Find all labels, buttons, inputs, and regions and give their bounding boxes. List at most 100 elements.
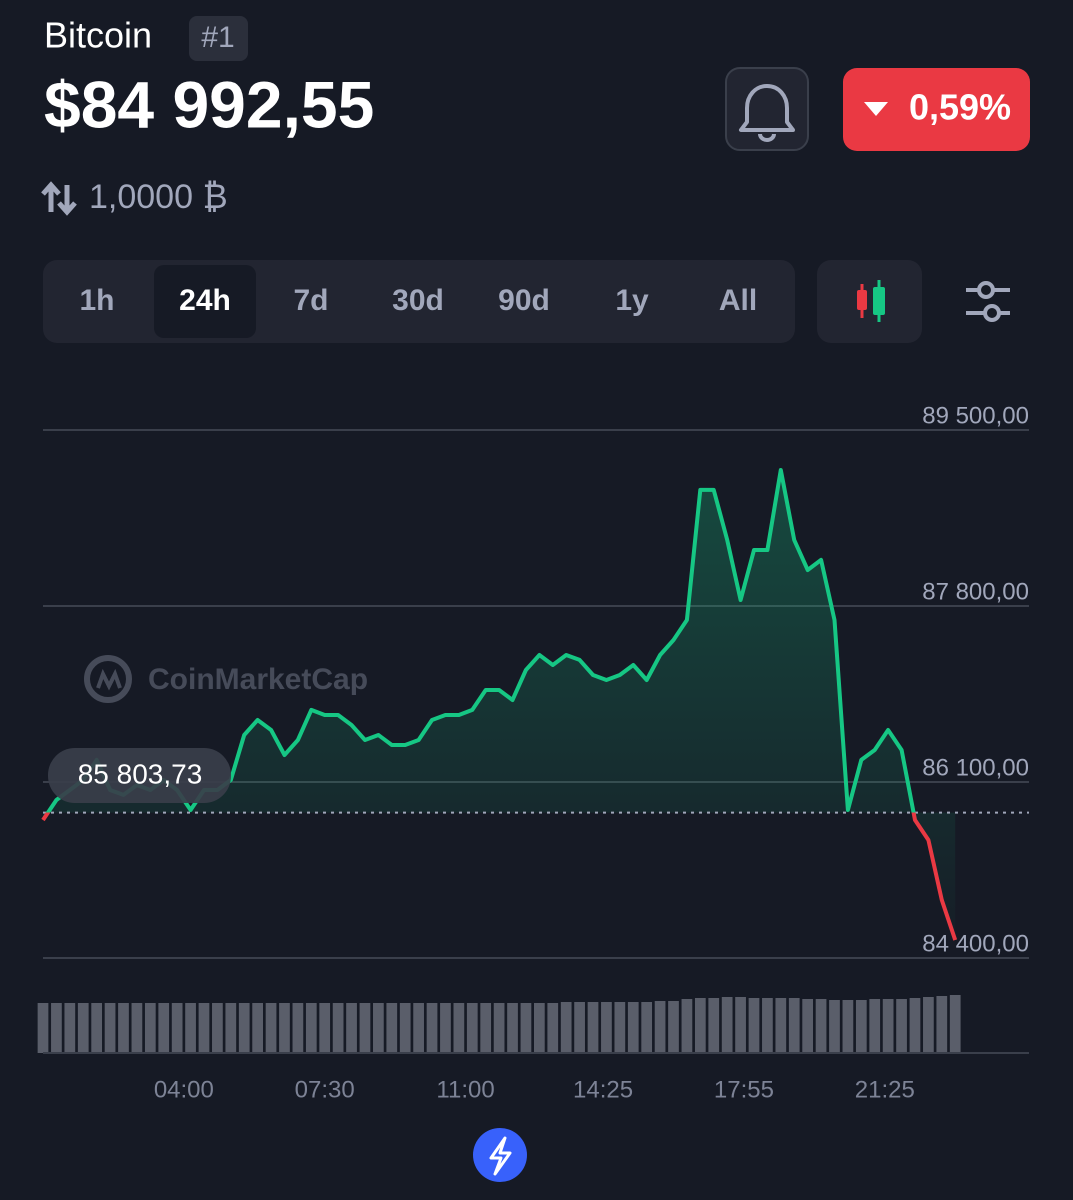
- volume-bar: [869, 999, 881, 1053]
- volume-bar: [265, 1003, 277, 1053]
- volume-bar: [694, 998, 706, 1053]
- volume-bar: [332, 1003, 344, 1053]
- volume-bar: [574, 1002, 585, 1053]
- volume-bar: [77, 1003, 89, 1053]
- volume-bar: [587, 1002, 599, 1053]
- volume-bar: [359, 1003, 371, 1053]
- watermark: CoinMarketCap: [148, 663, 368, 696]
- volume-bar: [735, 997, 746, 1053]
- volume-bar: [480, 1003, 492, 1053]
- volume-bar: [601, 1002, 612, 1053]
- change: 0,59%: [909, 87, 1011, 128]
- volume-bar: [118, 1003, 129, 1053]
- volume-bar: [238, 1003, 250, 1053]
- volume-bar: [560, 1002, 572, 1053]
- volume-bar: [171, 1003, 183, 1053]
- x-tick-label: 11:00: [436, 1076, 494, 1103]
- timeframes: 1h 24h 7d 30d 90d 1y All: [79, 265, 757, 338]
- volume-bar: [882, 999, 894, 1053]
- volume-bar: [641, 1002, 653, 1053]
- area: [43, 470, 956, 940]
- volume-bar: [855, 1000, 867, 1053]
- x-tick-label: 21:25: [855, 1076, 915, 1103]
- volume-bar: [681, 999, 693, 1053]
- volume-bar: [936, 996, 948, 1053]
- volume-bar: [466, 1003, 478, 1053]
- timeframe[interactable]: 1h: [79, 284, 114, 317]
- volume-bar: [319, 1003, 331, 1053]
- volume-bar: [386, 1003, 398, 1053]
- volume-bar: [279, 1003, 290, 1053]
- volume-bar: [104, 1003, 116, 1053]
- volume-bar: [252, 1003, 264, 1053]
- volume-bar: [37, 1003, 49, 1053]
- volume-bar: [440, 1003, 451, 1053]
- coin-name: Bitcoin: [44, 15, 152, 56]
- volume-bar: [788, 998, 800, 1053]
- volume-bar: [829, 1000, 840, 1053]
- volume-bar: [533, 1003, 545, 1053]
- quick-action[interactable]: [473, 1128, 527, 1182]
- volume-bar: [158, 1003, 170, 1053]
- volume-bar: [185, 1003, 196, 1053]
- y-tick-label: 89 500,00: [922, 402, 1029, 429]
- volume-bar: [721, 997, 733, 1053]
- volume-bar: [292, 1003, 304, 1053]
- volume-bar: [493, 1003, 505, 1053]
- down-arrow: [864, 102, 888, 116]
- volume-bar: [762, 998, 773, 1053]
- amount: 1,0000 ₿: [89, 178, 228, 216]
- timeframe-active: [154, 265, 256, 338]
- volume-bar: [842, 1000, 854, 1053]
- timeframe[interactable]: 7d: [293, 284, 328, 317]
- volume-bar: [748, 998, 760, 1053]
- volume-bar: [815, 999, 827, 1053]
- volume-bar: [225, 1003, 237, 1053]
- volume-bar: [413, 1003, 424, 1053]
- y-tick-label: 86 100,00: [922, 754, 1029, 781]
- y-tick-label: 87 800,00: [922, 578, 1029, 605]
- change-badge: [843, 68, 1030, 151]
- candle-toggle[interactable]: [817, 260, 922, 343]
- timeframe[interactable]: 90d: [498, 284, 550, 317]
- x-tick-label: 14:25: [573, 1076, 633, 1103]
- volume-bar: [453, 1003, 465, 1053]
- volume-bar: [51, 1003, 62, 1053]
- volume-bar: [198, 1003, 210, 1053]
- volume-bar: [949, 995, 961, 1053]
- volume-bar: [775, 998, 787, 1053]
- x-tick-label: 17:55: [714, 1076, 774, 1103]
- volume-bar: [627, 1002, 639, 1053]
- volume-bar: [668, 1001, 679, 1053]
- volume-bar: [654, 1001, 666, 1053]
- swap-icon: [41, 181, 77, 216]
- volume-bar: [614, 1002, 626, 1053]
- volume-bar: [923, 997, 934, 1053]
- volume-bar: [346, 1003, 357, 1053]
- y-tick-label: 84 400,00: [922, 930, 1029, 957]
- timeframe[interactable]: 1y: [615, 284, 649, 317]
- volume-bar: [896, 999, 907, 1053]
- rank: #1: [201, 21, 234, 54]
- settings-icon[interactable]: [966, 281, 1010, 322]
- reference-label: 85 803,73: [78, 758, 203, 789]
- alert-button[interactable]: [725, 67, 809, 151]
- timeframe[interactable]: All: [719, 284, 757, 317]
- volume-bar: [507, 1003, 518, 1053]
- timeframe[interactable]: 30d: [392, 284, 444, 317]
- timeframe[interactable]: 24h: [179, 284, 231, 317]
- volume-bar: [131, 1003, 143, 1053]
- price-line: [41, 468, 958, 941]
- volume-bar: [708, 998, 720, 1053]
- volume-bar: [547, 1003, 559, 1053]
- x-tick-label: 04:00: [154, 1076, 214, 1103]
- price: $84 992,55: [44, 67, 374, 141]
- reference-pill: [48, 748, 231, 803]
- volume-bar: [212, 1003, 223, 1053]
- x-tick-label: 07:30: [295, 1076, 355, 1103]
- volume-bar: [909, 998, 921, 1053]
- volume-bar: [399, 1003, 411, 1053]
- volume-bar: [91, 1003, 103, 1053]
